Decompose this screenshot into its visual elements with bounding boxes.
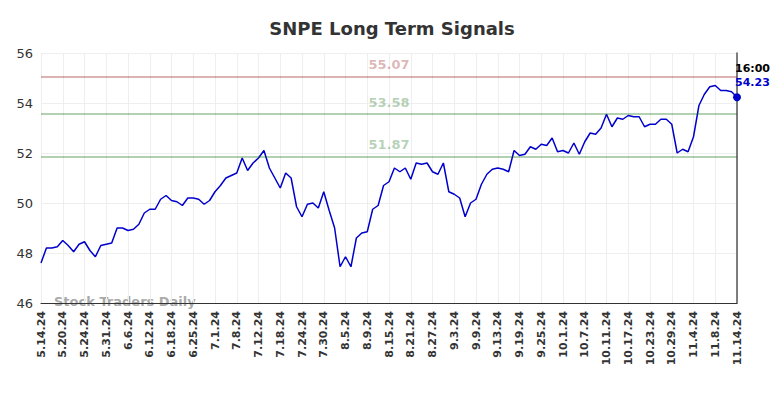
svg-text:11.14.24: 11.14.24 — [731, 311, 744, 366]
svg-text:53.58: 53.58 — [368, 95, 409, 110]
svg-text:7.24.24: 7.24.24 — [296, 311, 309, 358]
svg-text:6.25.24: 6.25.24 — [187, 311, 200, 358]
svg-text:11.8.24: 11.8.24 — [709, 311, 722, 358]
svg-text:46: 46 — [16, 296, 33, 311]
svg-text:7.8.24: 7.8.24 — [230, 311, 243, 350]
svg-text:7.30.24: 7.30.24 — [317, 311, 330, 358]
svg-text:6.12.24: 6.12.24 — [143, 311, 156, 358]
svg-text:55.07: 55.07 — [368, 57, 409, 72]
svg-text:50: 50 — [16, 196, 33, 211]
svg-text:8.21.24: 8.21.24 — [404, 311, 417, 358]
svg-text:6.6.24: 6.6.24 — [122, 311, 135, 350]
svg-text:54.23: 54.23 — [735, 76, 770, 89]
svg-text:48: 48 — [16, 246, 33, 261]
svg-text:16:00: 16:00 — [735, 62, 770, 75]
svg-text:10.7.24: 10.7.24 — [578, 311, 591, 358]
svg-text:8.15.24: 8.15.24 — [383, 311, 396, 358]
svg-text:10.1.24: 10.1.24 — [557, 311, 570, 358]
svg-text:8.9.24: 8.9.24 — [361, 311, 374, 350]
svg-text:SNPE Long Term Signals: SNPE Long Term Signals — [269, 18, 514, 39]
svg-text:10.23.24: 10.23.24 — [644, 311, 657, 366]
svg-text:5.14.24: 5.14.24 — [35, 311, 48, 358]
svg-text:7.18.24: 7.18.24 — [274, 311, 287, 358]
svg-text:9.25.24: 9.25.24 — [535, 311, 548, 358]
svg-text:51.87: 51.87 — [368, 137, 409, 152]
svg-text:11.4.24: 11.4.24 — [687, 311, 700, 358]
svg-text:7.1.24: 7.1.24 — [209, 311, 222, 350]
svg-text:9.19.24: 9.19.24 — [513, 311, 526, 358]
svg-text:10.17.24: 10.17.24 — [622, 311, 635, 366]
svg-text:5.20.24: 5.20.24 — [56, 311, 69, 358]
svg-text:5.31.24: 5.31.24 — [100, 311, 113, 358]
svg-text:8.27.24: 8.27.24 — [426, 311, 439, 358]
svg-text:10.11.24: 10.11.24 — [600, 311, 613, 366]
svg-text:Stock Traders Daily: Stock Traders Daily — [54, 294, 196, 309]
svg-text:9.9.24: 9.9.24 — [470, 311, 483, 350]
svg-text:56: 56 — [16, 46, 33, 61]
svg-text:52: 52 — [16, 146, 33, 161]
svg-text:6.18.24: 6.18.24 — [165, 311, 178, 358]
svg-text:9.3.24: 9.3.24 — [448, 311, 461, 350]
svg-text:9.13.24: 9.13.24 — [491, 311, 504, 358]
svg-text:7.12.24: 7.12.24 — [252, 311, 265, 358]
svg-text:10.29.24: 10.29.24 — [665, 311, 678, 366]
svg-text:5.24.24: 5.24.24 — [78, 311, 91, 358]
svg-text:8.5.24: 8.5.24 — [339, 311, 352, 350]
svg-text:54: 54 — [16, 96, 33, 111]
